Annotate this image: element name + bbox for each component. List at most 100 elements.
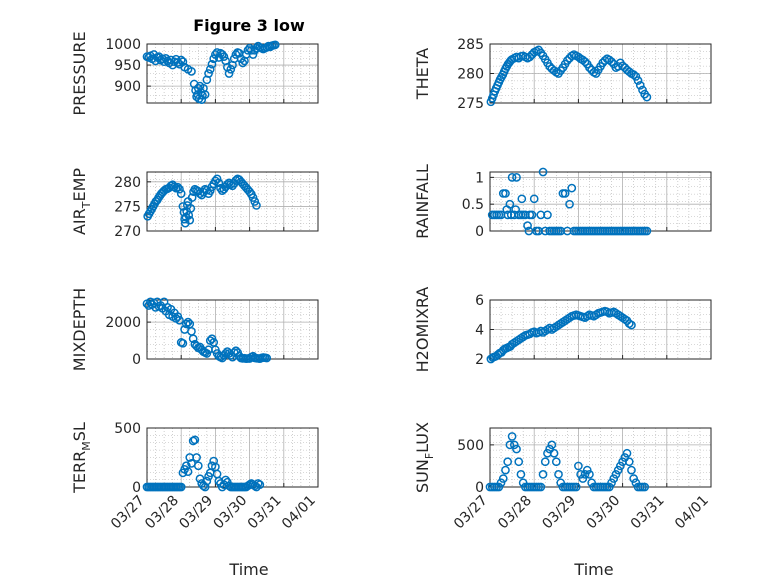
- data-point: [219, 52, 229, 61]
- data-point: [565, 199, 574, 209]
- data-point: [217, 50, 227, 59]
- y-axis-label: TERRMSL: [70, 422, 93, 494]
- x-axis-label-right: Time: [573, 560, 613, 579]
- y-tick-label: 950: [114, 58, 141, 74]
- data-point: [578, 474, 588, 483]
- data-point: [173, 182, 183, 192]
- data-point: [212, 48, 222, 57]
- data-point: [509, 440, 519, 450]
- data-point: [183, 467, 193, 477]
- y-tick-label: 1: [475, 170, 484, 186]
- data-point: [576, 470, 585, 479]
- data-point: [205, 64, 215, 74]
- data-point: [580, 57, 590, 67]
- data-point: [607, 57, 616, 67]
- data-point: [585, 470, 594, 479]
- data-point: [176, 55, 186, 65]
- data-point: [209, 54, 219, 64]
- data-point: [176, 482, 186, 492]
- axes-frame: [146, 43, 319, 104]
- data-point: [202, 476, 212, 486]
- data-point: [516, 470, 526, 479]
- axes-frame: [489, 171, 712, 232]
- subplot-air-temp: 270 275 280 AIRTEMP: [70, 168, 319, 240]
- axes-frame: [489, 299, 712, 360]
- x-axis-label-left: Time: [228, 560, 268, 579]
- data-point: [204, 69, 213, 78]
- data-point: [253, 479, 263, 488]
- data-point: [505, 199, 515, 209]
- data-point: [547, 440, 557, 450]
- data-point: [604, 482, 614, 492]
- y-tick-label: 0.5: [462, 197, 484, 213]
- y-axis-label: PRESSURE: [70, 31, 89, 115]
- data-point: [185, 215, 195, 225]
- y-tick-label: 0: [475, 480, 484, 496]
- data-point: [175, 184, 184, 194]
- data-point: [246, 45, 256, 55]
- data-point: [207, 59, 217, 69]
- data-point: [527, 210, 537, 220]
- data-point: [631, 72, 641, 81]
- y-tick-label: 275: [114, 199, 141, 215]
- data-point: [642, 92, 652, 102]
- y-tick-label: 4: [475, 323, 484, 339]
- x-tick-label: 03/29: [176, 493, 216, 533]
- x-tick-label: 03/31: [245, 493, 285, 533]
- data-point: [635, 80, 645, 90]
- data-point: [554, 470, 563, 479]
- data-point: [494, 482, 504, 492]
- data-point: [538, 470, 548, 479]
- data-point: [255, 480, 265, 489]
- data-point: [498, 474, 508, 483]
- data-point: [270, 40, 280, 50]
- data-point: [580, 470, 590, 479]
- axes-frame: [146, 171, 319, 232]
- data-point: [186, 204, 196, 213]
- data-point: [248, 50, 258, 59]
- y-tick-label: 6: [475, 293, 484, 309]
- y-axis-label: THETA: [413, 48, 432, 100]
- y-tick-label: 285: [457, 37, 484, 53]
- data-point: [585, 63, 594, 72]
- data-point: [622, 448, 632, 458]
- data-point: [231, 176, 241, 185]
- data-point: [525, 52, 535, 62]
- axes-frame: [489, 43, 712, 104]
- y-axis-label: RAINFALL: [413, 164, 432, 239]
- data-point: [507, 173, 517, 182]
- data-point: [226, 64, 236, 74]
- y-tick-label: 2: [475, 352, 484, 368]
- data-point: [582, 465, 592, 475]
- y-tick-label: 0: [132, 352, 141, 368]
- x-tick-label: 03/31: [628, 493, 668, 533]
- subplot-pressure: 900 950 1000 PRESSURE: [70, 31, 319, 116]
- y-axis-label: AIRTEMP: [70, 168, 93, 235]
- y-tick-label: 280: [114, 175, 141, 191]
- subplot-sun-flux: 03/27 03/28 03/29 03/30 03/31 04/01 0 500 SUNFLU…: [413, 422, 712, 532]
- data-point: [563, 56, 572, 65]
- data-point: [209, 456, 219, 466]
- data-point: [248, 193, 258, 202]
- x-tick-label: 03/28: [142, 493, 182, 533]
- data-point: [178, 57, 188, 67]
- y-tick-label: 500: [457, 438, 484, 454]
- data-point: [613, 465, 623, 475]
- data-point: [181, 319, 191, 329]
- data-point: [224, 69, 234, 78]
- data-point: [176, 189, 186, 198]
- data-point: [629, 474, 639, 483]
- y-tick-label: 500: [114, 421, 141, 437]
- data-point: [571, 482, 581, 492]
- data-point: [514, 457, 524, 467]
- data-point: [627, 465, 636, 475]
- y-tick-label: 0: [132, 480, 141, 496]
- x-tick-label: 04/01: [672, 493, 712, 533]
- data-point: [188, 436, 198, 446]
- data-point: [567, 183, 577, 193]
- x-tick-label: 03/30: [584, 493, 624, 533]
- data-point: [551, 457, 561, 467]
- y-tick-label: 280: [457, 67, 484, 83]
- x-tick-label: 03/27: [451, 493, 491, 533]
